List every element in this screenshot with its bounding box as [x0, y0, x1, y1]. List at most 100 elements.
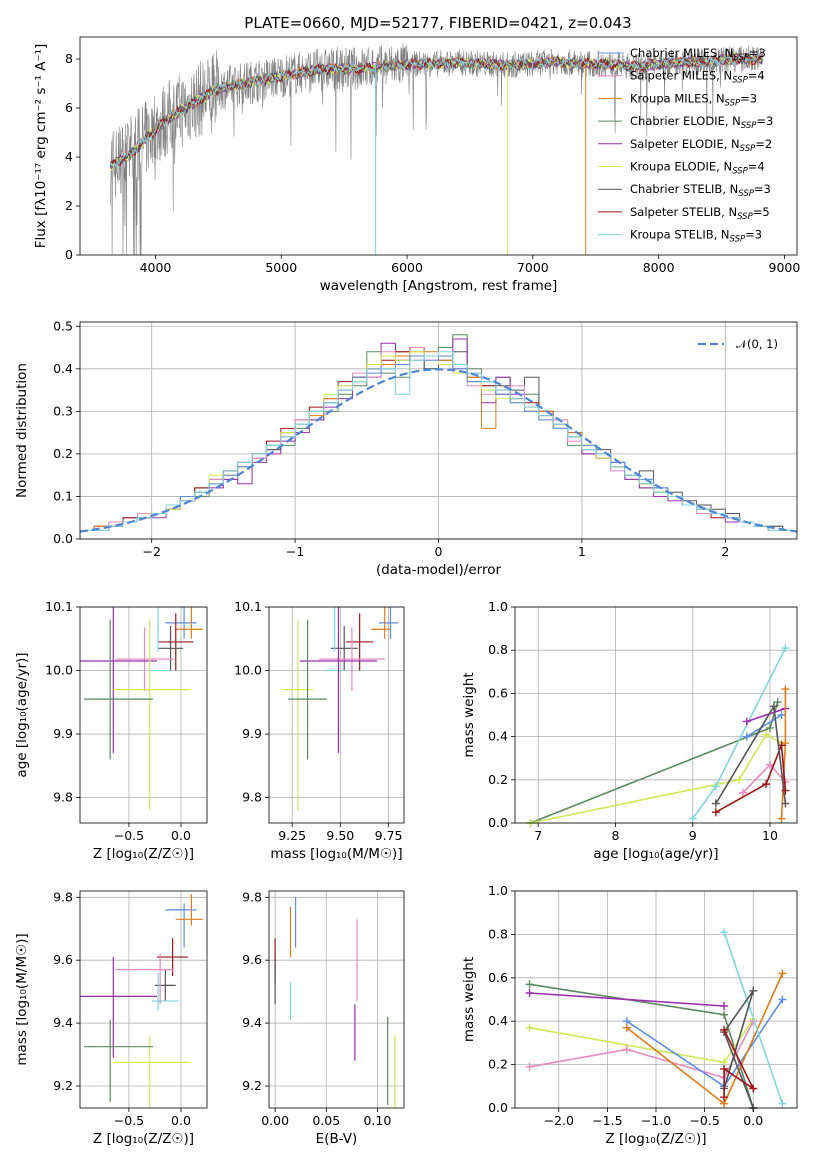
x-tick-label: −2.0 [544, 1113, 574, 1128]
y-axis-label: mass weight [461, 672, 477, 757]
x-axis-label: (data-model)/error [376, 562, 502, 578]
y-tick-label: 0.0 [488, 1100, 508, 1115]
y-tick-label: 4 [65, 149, 73, 164]
y-tick-label: 1.0 [488, 883, 508, 898]
series-line [529, 992, 725, 1007]
data-point [738, 788, 747, 797]
x-tick-label: −1 [286, 544, 304, 559]
y-tick-label: 0.4 [488, 1013, 508, 1028]
x-tick-label: 9.50 [326, 828, 354, 843]
data-point [711, 808, 720, 817]
histogram-step [80, 351, 797, 539]
y-tick-label: 0.6 [488, 970, 508, 985]
x-tick-label: 0.10 [363, 1113, 391, 1128]
y-tick-label: 0.0 [53, 531, 73, 546]
data-point [525, 980, 534, 989]
y-axis-label: mass [log₁₀(M/M☉)] [14, 933, 30, 1065]
x-tick-label: 0.0 [743, 1113, 763, 1128]
data-point [769, 702, 778, 711]
x-tick-label: −1.5 [592, 1113, 622, 1128]
axes-frame [79, 890, 208, 1109]
data-point [781, 685, 790, 694]
x-tick-label: 9.75 [375, 828, 403, 843]
y-axis-label: mass weight [461, 957, 477, 1042]
x-axis-label: wavelength [Angstrom, rest frame] [320, 278, 558, 294]
x-tick-label: 6000 [391, 260, 423, 275]
y-tick-label: 9.6 [242, 952, 262, 967]
y-tick-label: 1.0 [488, 599, 508, 614]
data-point [778, 995, 787, 1004]
data-point [711, 782, 720, 791]
legend-entry: Kroupa MILES, NSSP=3 [630, 91, 757, 108]
figure-title: PLATE=0660, MJD=52177, FIBERID=0421, z=0… [244, 14, 631, 32]
normal-curve [80, 368, 797, 533]
y-tick-label: 9.8 [53, 790, 73, 805]
y-tick-label: 9.8 [242, 889, 262, 904]
series-line [723, 1029, 756, 1098]
axes-frame [79, 36, 798, 256]
y-tick-label: 0.8 [488, 642, 508, 657]
y-tick-label: 9.6 [53, 952, 73, 967]
series-line [742, 763, 786, 794]
series-line [529, 983, 754, 1109]
plot-layer: 4000 5000 6000 7000 8000 9000 0 2 4 6 8 wavelength … [14, 36, 800, 1147]
y-axis-label: Normed distribution [14, 363, 30, 498]
y-tick-label: 9.8 [53, 889, 73, 904]
data-point [773, 698, 782, 707]
data-point [720, 928, 729, 937]
y-tick-label: 9.2 [242, 1078, 262, 1093]
data-point [720, 1010, 729, 1019]
data-point [525, 988, 534, 997]
model-spectrum [109, 53, 763, 167]
legend-entry: Chabrier MILES, NSSP=3 [630, 46, 766, 63]
x-tick-label: 10 [762, 828, 778, 843]
data-point [781, 799, 790, 808]
y-tick-label: 0.5 [53, 318, 73, 333]
x-axis-label: Z [log₁₀(Z/Z☉)] [93, 1131, 194, 1147]
data-point [749, 986, 758, 995]
series-line [530, 733, 782, 824]
x-tick-label: 1 [578, 544, 586, 559]
y-tick-label: 0.2 [53, 446, 73, 461]
x-tick-label: −0.5 [689, 1113, 719, 1128]
legend-entry: Salpeter ELODIE, NSSP=2 [630, 137, 772, 154]
x-tick-label: 0 [435, 544, 443, 559]
y-tick-label: 10.0 [45, 663, 73, 678]
data-point [525, 1062, 534, 1071]
x-tick-label: −0.5 [114, 1113, 144, 1128]
x-tick-label: 8000 [643, 260, 675, 275]
y-tick-label: 10.0 [234, 663, 262, 678]
y-tick-label: 0.2 [488, 772, 508, 787]
axes-frame [514, 606, 798, 824]
y-tick-label: 2 [65, 198, 73, 213]
y-tick-label: 9.9 [53, 726, 73, 741]
data-point [720, 1093, 729, 1102]
y-tick-label: 0.6 [488, 685, 508, 700]
y-tick-label: 10.1 [45, 599, 73, 614]
y-tick-label: 9.8 [242, 790, 262, 805]
x-tick-label: −0.5 [114, 828, 144, 843]
y-tick-label: 9.4 [242, 1015, 262, 1030]
model-spectrum [109, 52, 763, 168]
x-tick-label: 0.00 [261, 1113, 289, 1128]
data-point [749, 1084, 758, 1093]
y-tick-label: 8 [65, 51, 73, 66]
histogram-group [80, 334, 797, 539]
data-point [781, 644, 790, 653]
series-line [746, 707, 786, 723]
series-line [529, 1018, 754, 1064]
data-point [742, 732, 751, 741]
series-line [723, 931, 784, 1104]
x-tick-label: −2 [142, 544, 160, 559]
x-axis-label: Z [log₁₀(Z/Z☉)] [605, 1131, 706, 1147]
axes-frame [268, 606, 405, 824]
legend-entry: 𝒩(0, 1) [736, 337, 778, 351]
y-tick-label: 0 [65, 247, 73, 262]
axes-frame [79, 606, 208, 824]
x-tick-label: 9.25 [278, 828, 306, 843]
data-point [711, 799, 720, 808]
legend-entry: Chabrier STELIB, NSSP=3 [630, 182, 771, 199]
data-point [778, 1099, 787, 1108]
data-point [720, 1025, 729, 1034]
